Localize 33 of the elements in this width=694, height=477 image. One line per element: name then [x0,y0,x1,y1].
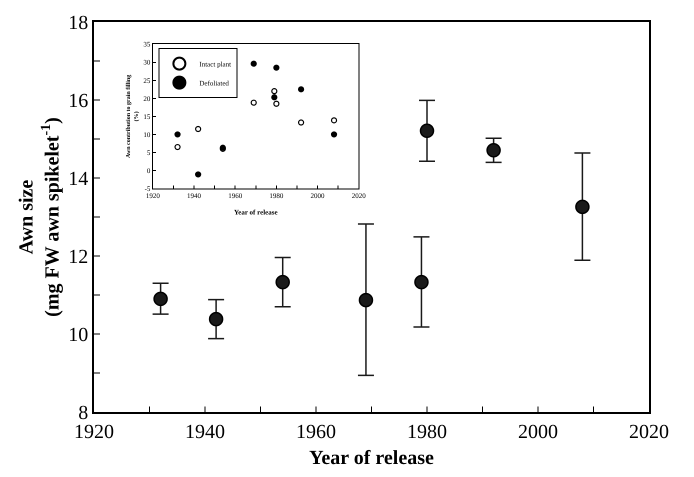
y-tick-label: 16 [68,90,88,112]
x-tick-label: 2000 [518,420,558,443]
point [275,274,290,290]
x-axis-title: Year of release [309,446,434,469]
y-tick-label: 12 [68,246,88,268]
point [271,88,278,94]
point [273,64,280,71]
point [330,131,338,138]
x-tick-label: 1940 [185,420,225,443]
point [273,100,280,107]
x-tick-label: 1980 [407,420,447,443]
point [358,292,374,308]
point [271,94,278,100]
point [298,86,304,92]
point [195,171,202,178]
x-tick-label: 2020 [629,420,669,443]
point [298,119,304,126]
y-tick-label: 14 [68,168,88,190]
point [414,274,429,290]
x-tick-label: 1960 [296,420,336,443]
y-tick-label: 18 [68,12,88,34]
point [153,292,168,306]
y-tick-label: 10 [68,324,88,346]
point [250,60,257,67]
point [330,117,338,124]
point [208,312,224,326]
point [420,124,434,138]
point [174,144,181,150]
point [174,131,181,138]
point [575,200,590,214]
point [195,126,202,132]
point [486,143,501,158]
point [250,100,257,106]
